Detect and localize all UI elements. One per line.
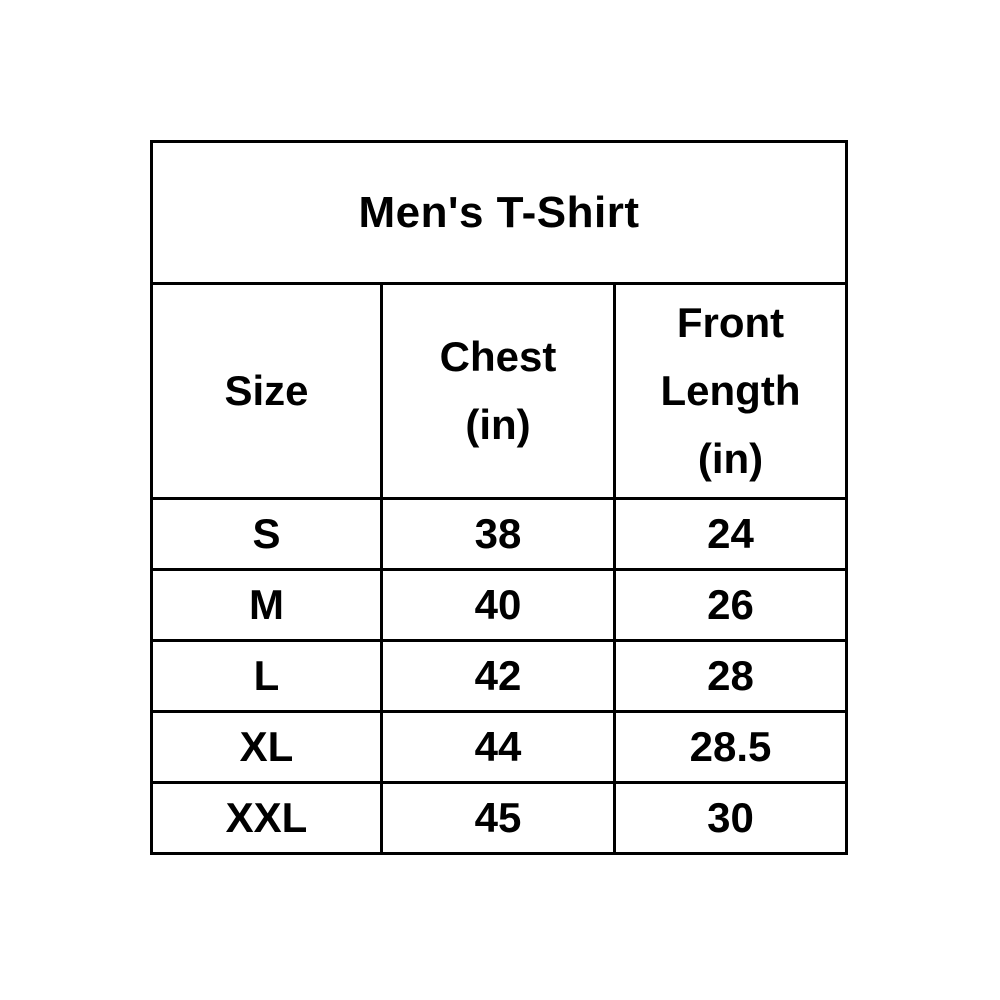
table-row: S 38 24 <box>150 497 849 571</box>
chest-cell: 38 <box>380 497 616 571</box>
table-row: M 40 26 <box>150 568 849 642</box>
header-line: Size <box>224 367 309 414</box>
column-header-size: Size <box>150 282 383 500</box>
column-header-front-length: Front Length (in) <box>612 282 849 500</box>
chest-cell: 45 <box>380 781 616 855</box>
size-cell: XXL <box>150 781 383 855</box>
size-chart-table: Men's T-Shirt Size Chest (in) Front Leng… <box>149 140 849 855</box>
header-line: Chest <box>439 333 557 380</box>
header-line: (in) <box>465 401 531 448</box>
table-title: Men's T-Shirt <box>149 140 849 285</box>
title-row: Men's T-Shirt <box>149 140 849 285</box>
table-row: XXL 45 30 <box>150 781 849 855</box>
size-cell: L <box>150 639 383 713</box>
table-row: XL 44 28.5 <box>150 710 849 784</box>
chest-cell: 44 <box>380 710 616 784</box>
front-length-cell: 24 <box>612 497 849 571</box>
chest-cell: 42 <box>380 639 616 713</box>
chest-cell: 40 <box>380 568 616 642</box>
front-length-cell: 28.5 <box>612 710 849 784</box>
header-line: Length <box>660 367 801 414</box>
table-row: L 42 28 <box>150 639 849 713</box>
size-cell: S <box>150 497 383 571</box>
header-row: Size Chest (in) Front Length (in) <box>150 282 849 500</box>
size-cell: XL <box>150 710 383 784</box>
front-length-cell: 26 <box>612 568 849 642</box>
header-line: Front <box>676 299 785 346</box>
front-length-cell: 30 <box>612 781 849 855</box>
column-header-chest: Chest (in) <box>380 282 616 500</box>
front-length-cell: 28 <box>612 639 849 713</box>
size-cell: M <box>150 568 383 642</box>
header-line: (in) <box>697 435 764 482</box>
